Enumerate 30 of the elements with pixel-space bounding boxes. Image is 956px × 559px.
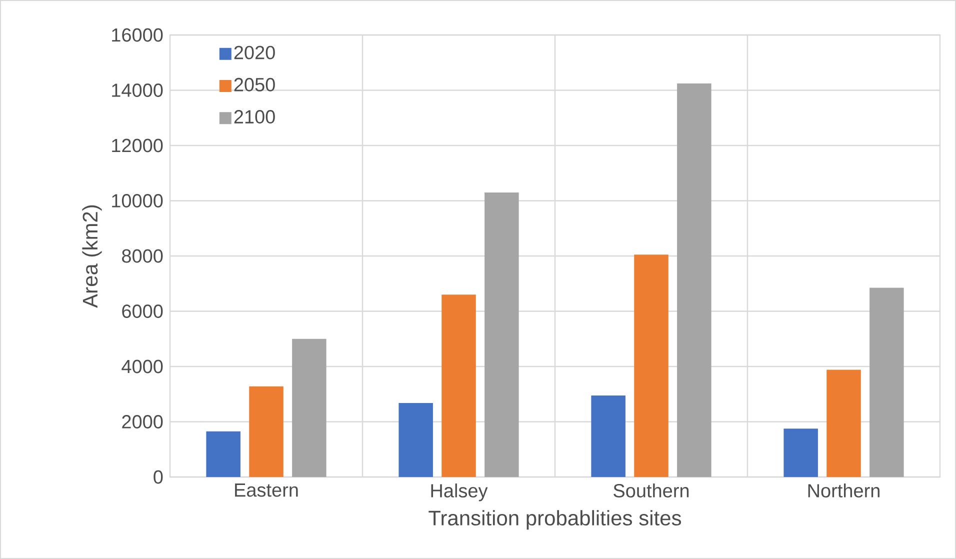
bar [442, 294, 476, 477]
y-tick-label: 8000 [122, 249, 163, 263]
y-tick-label: 16000 [112, 28, 163, 42]
legend-label: 2050 [234, 78, 275, 92]
x-tick-label: Halsey [431, 484, 488, 502]
y-tick-label: 0 [154, 470, 163, 484]
bar [398, 402, 433, 477]
bar [591, 395, 626, 477]
legend-label: 2020 [234, 46, 275, 60]
x-tick-label: Northern [808, 484, 880, 498]
bar [784, 428, 818, 477]
bar [634, 254, 668, 477]
bar [677, 83, 712, 477]
x-tick-label: Eastern [235, 484, 298, 497]
y-tick-label: 14000 [112, 84, 163, 97]
y-tick-label: 2000 [122, 415, 163, 428]
bar [249, 386, 284, 477]
y-axis-title: Area (km2) [82, 205, 102, 308]
y-tick-label: 4000 [122, 360, 163, 374]
x-tick-label: Southern [614, 484, 689, 498]
bar [206, 431, 240, 477]
y-tick-label: 6000 [122, 304, 163, 318]
bar [826, 370, 861, 477]
y-tick-label: 10000 [112, 194, 163, 208]
bar [292, 338, 326, 477]
bar [870, 288, 904, 477]
x-axis-title: Transition probablities sites [428, 510, 682, 530]
y-tick-label: 12000 [112, 138, 163, 152]
bar [484, 192, 519, 477]
legend-label: 2100 [234, 110, 275, 124]
